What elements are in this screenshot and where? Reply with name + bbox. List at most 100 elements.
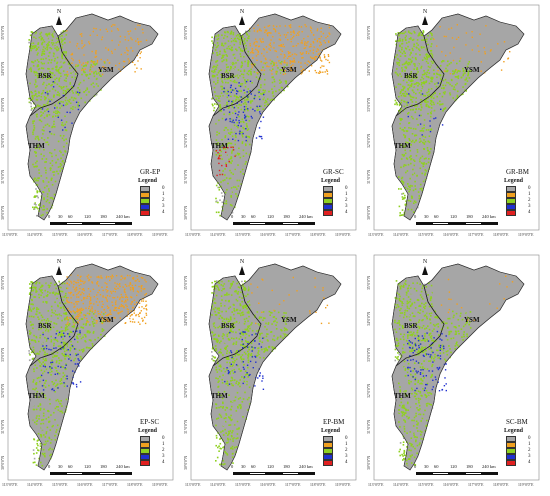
pixel-mark (72, 108, 74, 110)
pixel-mark (85, 64, 87, 66)
pixel-mark (234, 139, 236, 142)
pixel-mark (223, 54, 225, 57)
pixel-mark (57, 166, 60, 168)
pixel-mark (60, 38, 63, 40)
pixel-mark (42, 48, 44, 51)
pixel-mark (503, 41, 506, 43)
pixel-mark (103, 329, 106, 332)
pixel-mark (430, 129, 432, 131)
pixel-mark (213, 339, 216, 342)
map-panel-gr-sc: BSR YSM THM N GR-SC Legend 0 1 2 3 4 0 30 60 120 180 240… (183, 0, 361, 245)
pixel-mark (211, 58, 214, 61)
legend-swatch (506, 197, 516, 204)
pixel-mark (49, 447, 51, 450)
pixel-mark (31, 57, 34, 60)
pixel-mark (145, 300, 147, 302)
pixel-mark (211, 286, 214, 288)
lon-tick-label: 115°0'0"E (52, 483, 68, 487)
pixel-mark (300, 53, 303, 55)
pixel-mark (239, 105, 241, 108)
pixel-mark (429, 102, 432, 105)
pixel-mark (234, 104, 236, 106)
pixel-mark (59, 102, 61, 105)
pixel-mark (418, 49, 421, 52)
pixel-mark (264, 99, 267, 102)
pixel-mark (49, 442, 52, 444)
pixel-mark (39, 443, 42, 445)
pixel-mark (276, 25, 278, 28)
pixel-mark (407, 112, 409, 115)
pixel-mark (81, 354, 84, 356)
pixel-mark (102, 319, 104, 322)
pixel-mark (395, 86, 397, 88)
pixel-mark (399, 51, 402, 53)
pixel-mark (266, 51, 268, 53)
pixel-mark (245, 135, 248, 137)
pixel-mark (406, 74, 408, 77)
pixel-mark (93, 72, 95, 75)
pixel-mark (37, 399, 39, 402)
pixel-mark (48, 74, 51, 77)
pixel-mark (93, 86, 95, 88)
pixel-mark (266, 334, 268, 336)
pixel-mark (50, 320, 52, 323)
pixel-mark (28, 293, 31, 295)
pixel-mark (262, 98, 265, 101)
pixel-mark (66, 103, 69, 105)
pixel-mark (301, 40, 303, 42)
pixel-mark (221, 43, 224, 45)
pixel-mark (405, 141, 407, 144)
pixel-mark (229, 48, 232, 51)
pixel-mark (258, 68, 261, 71)
pixel-mark (34, 46, 37, 48)
pixel-mark (420, 114, 422, 117)
pixel-mark (254, 314, 256, 317)
pixel-mark (237, 50, 240, 52)
pixel-mark (236, 39, 239, 42)
pixel-mark (30, 42, 33, 45)
pixel-mark (404, 62, 406, 65)
pixel-mark (327, 55, 330, 57)
pixel-mark (142, 277, 144, 279)
pixel-mark (310, 45, 312, 48)
pixel-mark (39, 105, 41, 107)
pixel-mark (224, 105, 226, 108)
pixel-mark (243, 43, 245, 45)
pixel-mark (231, 121, 233, 123)
pixel-mark (324, 42, 326, 44)
pixel-mark (133, 299, 135, 301)
pixel-mark (241, 49, 244, 52)
pixel-mark (430, 112, 432, 115)
pixel-mark (44, 87, 47, 89)
pixel-mark (37, 308, 40, 310)
pixel-mark (35, 106, 37, 108)
pixel-mark (424, 169, 427, 171)
pixel-mark (264, 89, 266, 92)
pixel-mark (241, 177, 243, 180)
pixel-mark (270, 46, 272, 48)
pixel-mark (125, 47, 128, 49)
pixel-mark (60, 87, 63, 90)
pixel-mark (244, 374, 247, 376)
pixel-mark (132, 306, 134, 309)
pixel-mark (436, 73, 439, 75)
pixel-mark (240, 121, 242, 123)
pixel-mark (268, 96, 271, 98)
pixel-mark (218, 351, 220, 354)
pixel-mark (48, 125, 51, 127)
pixel-mark (95, 62, 98, 65)
pixel-mark (33, 289, 36, 291)
pixel-mark (51, 448, 54, 451)
pixel-mark (98, 289, 100, 291)
pixel-mark (49, 151, 51, 154)
pixel-mark (140, 286, 142, 288)
pixel-mark (102, 313, 105, 315)
pixel-mark (410, 84, 413, 86)
pixel-mark (217, 44, 219, 47)
pixel-mark (67, 324, 70, 327)
pixel-mark (232, 74, 234, 76)
pixel-mark (42, 440, 45, 443)
pixel-mark (85, 74, 87, 76)
pixel-mark (214, 49, 217, 51)
pixel-mark (225, 347, 227, 350)
